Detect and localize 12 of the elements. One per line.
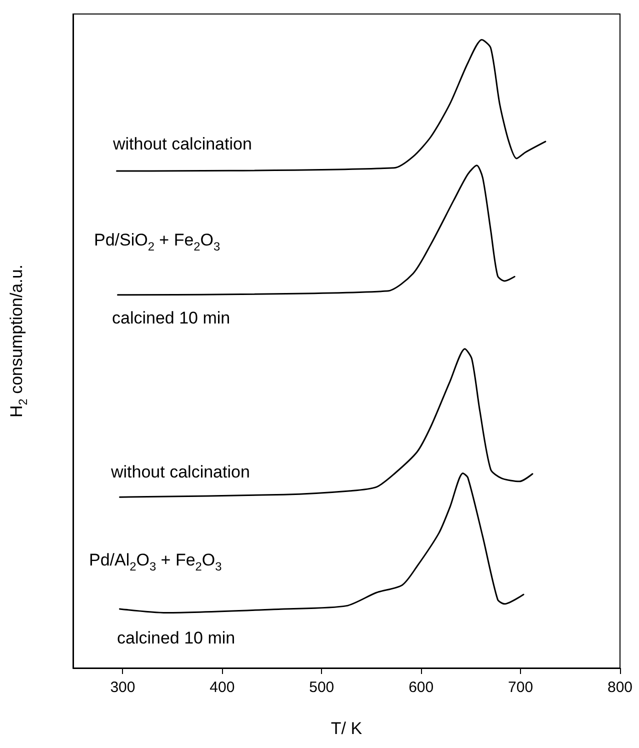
annotation: without calcination [112, 134, 252, 154]
annotation: without calcination [110, 462, 250, 482]
x-tick-label: 500 [309, 679, 334, 696]
annotation: calcined 10 min [117, 628, 236, 648]
x-axis-title: T/ K [330, 719, 363, 738]
y-axis-title: H2 consumption/a.u. [7, 264, 30, 418]
x-tick-label: 800 [607, 679, 633, 696]
x-tick-label: 700 [508, 679, 534, 696]
annotation: calcined 10 min [112, 308, 230, 328]
x-tick-label: 300 [110, 679, 136, 696]
x-tick-label: 400 [210, 679, 235, 696]
x-tick-label: 600 [408, 679, 434, 696]
